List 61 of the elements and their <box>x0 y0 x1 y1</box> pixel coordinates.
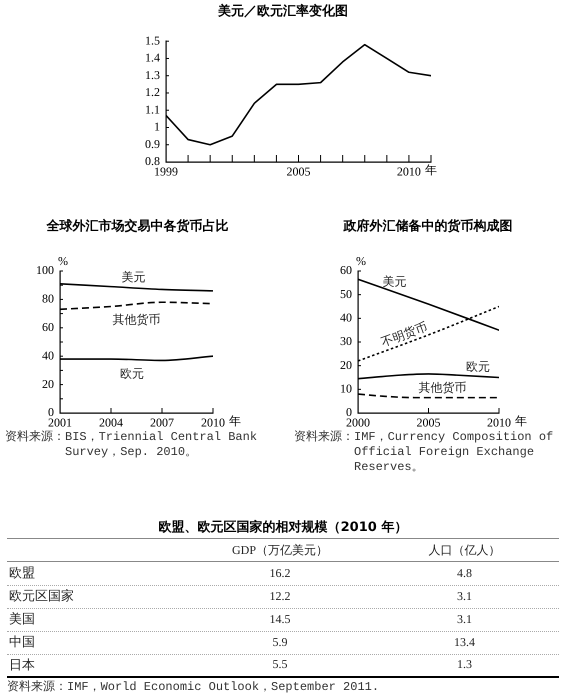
x-tick-label: 人口（亿人） <box>370 538 559 562</box>
y-tick-label: 中国 <box>8 633 36 651</box>
data-label: 13.4 <box>453 634 476 650</box>
x-tick-label: 2007 <box>150 415 174 430</box>
data-label: 5.5 <box>190 654 370 676</box>
y-axis-title: % <box>356 254 366 268</box>
chart-title: 美元／欧元汇率变化图 <box>217 4 349 20</box>
series-label: 欧元 <box>120 366 144 381</box>
x-axis-title: 年 <box>424 163 437 178</box>
y-tick-label: 1.2 <box>145 85 160 100</box>
y-axis-title: % <box>58 254 68 268</box>
y-tick-label: 1.5 <box>145 33 160 48</box>
data-label: 16.2 <box>268 564 292 582</box>
series-label: 其他货币 <box>418 380 467 395</box>
series-label: 欧元 <box>466 359 490 374</box>
text: 资料来源：BIS，Triennial Central Bank Survey，Sep. 2010。 <box>5 430 258 460</box>
y-tick-label: 40 <box>42 348 54 362</box>
y-tick-label: 30 <box>340 334 352 348</box>
chart-title: 政府外汇储备中的货币构成图 <box>342 219 514 235</box>
y-tick-label: 欧盟 <box>8 564 36 582</box>
series-label: 其他货币 <box>112 312 160 326</box>
chart-title: 欧盟、欧元区国家的相对规模（2010 年） <box>158 520 408 536</box>
series-label: 美元 <box>382 274 407 288</box>
x-tick-label: 2010 <box>396 164 421 178</box>
y-tick-label: 1.3 <box>145 68 160 82</box>
y-tick-label: 1 <box>154 120 160 134</box>
x-tick-label: 2005 <box>286 164 310 178</box>
y-tick-label: 1.1 <box>145 102 160 116</box>
x-tick-label: GDP（万亿美元） <box>190 538 370 562</box>
text: 不明货币 <box>379 320 430 350</box>
y-tick-label: 60 <box>340 263 352 278</box>
y-tick-label: 日本 <box>7 654 190 676</box>
y-tick-label: 60 <box>42 320 54 334</box>
data-label: 3.1 <box>456 610 473 628</box>
text: 资料来源：IMF，Currency Composition of Official Foreign Exchange Reserves。 <box>294 430 554 475</box>
y-tick-label: 80 <box>42 292 54 306</box>
y-tick-label: 美国 <box>8 610 36 628</box>
y-tick-label: 40 <box>340 310 352 324</box>
chart-title: 全球外汇市场交易中各货币占比 <box>46 219 230 235</box>
x-tick-label: 2005 <box>416 415 440 430</box>
series-label: 美元 <box>121 270 146 284</box>
y-tick-label: 0.9 <box>145 136 160 151</box>
y-tick-label: 20 <box>42 376 54 391</box>
y-tick-label: 20 <box>340 358 352 372</box>
x-tick-label: 2010 <box>487 415 511 430</box>
x-tick-label: 2010 <box>201 415 225 430</box>
data-label: 3.1 <box>456 588 473 604</box>
data-label: 4.8 <box>456 564 473 582</box>
x-tick-label: 2004 <box>99 415 123 430</box>
text: 资料来源：IMF，World Economic Outlook，September 2011. <box>7 680 380 695</box>
y-tick-label: 50 <box>340 286 352 301</box>
data-label: 12.2 <box>268 588 292 604</box>
y-tick-label: 10 <box>340 381 352 396</box>
data-label: 14.5 <box>268 610 292 628</box>
y-tick-label: 100 <box>36 263 54 278</box>
data-label: 1.3 <box>370 654 559 676</box>
x-axis-title: 年 <box>515 414 527 428</box>
y-tick-label: 1.4 <box>145 50 160 65</box>
y-tick-label: 欧元区国家 <box>8 587 75 605</box>
data-label: 5.9 <box>272 634 288 650</box>
x-axis-title: 年 <box>229 414 241 428</box>
